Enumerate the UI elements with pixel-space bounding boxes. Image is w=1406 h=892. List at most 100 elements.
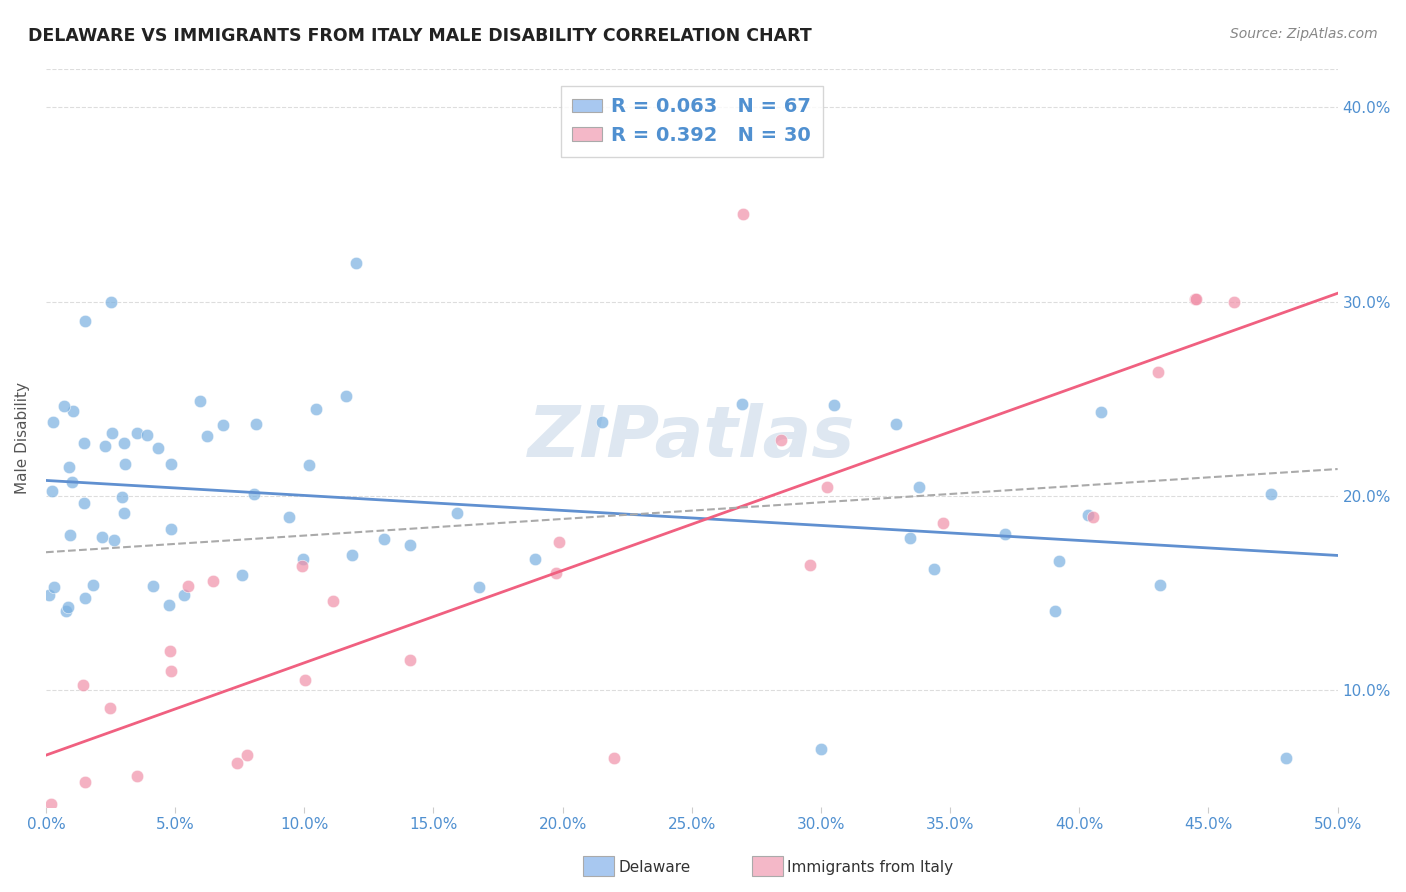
Point [75, 591, 97, 605]
Point [898, 532, 921, 546]
Point [769, 433, 792, 447]
Point [55, 604, 77, 618]
Point [56, 599, 79, 614]
Point [73, 314, 96, 328]
Point [53, 399, 76, 413]
Point [67, 825, 90, 839]
Point [101, 425, 124, 440]
Point [94, 439, 117, 453]
Point [815, 480, 838, 494]
Point [1149, 577, 1171, 591]
Point [1090, 405, 1112, 419]
Point [398, 652, 420, 666]
Point [112, 435, 135, 450]
Point [547, 534, 569, 549]
Point [245, 417, 267, 432]
Point [733, 207, 755, 221]
Text: DELAWARE VS IMMIGRANTS FROM ITALY MALE DISABILITY CORRELATION CHART: DELAWARE VS IMMIGRANTS FROM ITALY MALE D… [28, 27, 811, 45]
Point [136, 428, 159, 442]
Point [226, 756, 249, 771]
Point [468, 580, 491, 594]
Point [908, 480, 931, 494]
Point [160, 664, 183, 678]
Point [73, 774, 96, 789]
Point [44, 581, 66, 595]
Point [100, 294, 122, 309]
Text: ZIPatlas: ZIPatlas [529, 403, 855, 472]
Point [103, 533, 125, 548]
Point [1045, 604, 1067, 618]
Text: Immigrants from Italy: Immigrants from Italy [787, 861, 953, 875]
Point [1077, 508, 1099, 523]
Point [90, 530, 112, 544]
Point [924, 562, 946, 576]
Text: Source: ZipAtlas.com: Source: ZipAtlas.com [1230, 27, 1378, 41]
Point [82, 578, 104, 592]
Point [1184, 293, 1206, 307]
Point [1260, 486, 1282, 500]
Point [82, 815, 104, 830]
Point [243, 487, 266, 501]
Point [159, 644, 181, 658]
Point [298, 458, 321, 472]
Point [799, 558, 821, 573]
Point [72, 677, 94, 691]
Point [41, 483, 63, 498]
Point [344, 256, 367, 270]
Point [373, 533, 395, 547]
Point [1184, 292, 1206, 306]
Point [294, 673, 316, 687]
Point [159, 457, 181, 471]
Point [810, 741, 832, 756]
Point [1275, 751, 1298, 765]
Point [146, 441, 169, 455]
Point [38, 588, 60, 602]
Point [42, 416, 65, 430]
Point [292, 552, 315, 566]
Point [305, 402, 328, 417]
Point [212, 418, 235, 433]
Point [823, 397, 845, 411]
Point [1047, 554, 1070, 568]
Point [231, 568, 253, 582]
Point [340, 548, 363, 562]
Point [335, 389, 357, 403]
Point [277, 510, 299, 524]
Point [114, 457, 136, 471]
Point [932, 516, 955, 530]
Legend: R = 0.063   N = 67, R = 0.392   N = 30: R = 0.063 N = 67, R = 0.392 N = 30 [561, 86, 823, 157]
Point [1081, 510, 1104, 524]
Point [177, 579, 200, 593]
Point [1146, 365, 1168, 379]
Point [446, 506, 468, 520]
Point [173, 588, 195, 602]
Point [114, 506, 136, 520]
Point [125, 769, 148, 783]
Point [884, 417, 907, 432]
Point [1223, 294, 1246, 309]
Point [290, 559, 312, 574]
Point [591, 415, 613, 429]
Point [157, 599, 180, 613]
Point [731, 397, 754, 411]
Point [523, 552, 546, 566]
Y-axis label: Male Disability: Male Disability [15, 382, 30, 494]
Point [59, 528, 82, 542]
Point [98, 700, 121, 714]
Point [236, 747, 259, 762]
Point [72, 435, 94, 450]
Point [111, 491, 134, 505]
Point [60, 475, 83, 489]
Point [546, 566, 568, 580]
Point [58, 460, 80, 475]
Point [201, 574, 224, 589]
Point [399, 538, 422, 552]
Point [62, 404, 84, 418]
Point [127, 425, 149, 440]
Point [142, 579, 165, 593]
Point [190, 394, 212, 409]
Point [160, 522, 183, 536]
Point [322, 593, 344, 607]
Point [994, 527, 1017, 541]
Text: Delaware: Delaware [619, 861, 690, 875]
